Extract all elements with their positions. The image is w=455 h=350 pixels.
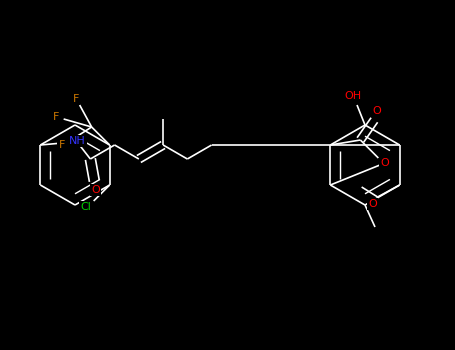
Text: F: F: [72, 94, 79, 104]
Text: O: O: [380, 158, 389, 168]
Text: O: O: [368, 199, 377, 209]
Text: O: O: [91, 185, 100, 195]
Text: NH: NH: [69, 136, 86, 146]
Text: Cl: Cl: [80, 202, 91, 212]
Text: F: F: [58, 140, 65, 150]
Text: O: O: [372, 106, 381, 116]
Text: OH: OH: [344, 91, 362, 101]
Text: F: F: [52, 112, 59, 122]
